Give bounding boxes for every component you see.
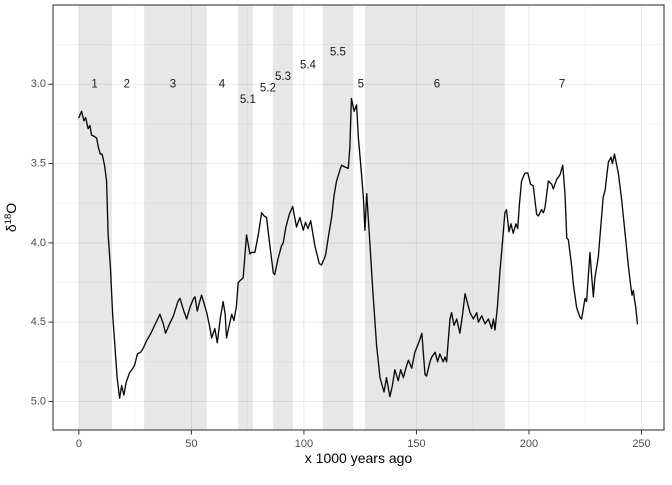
stage-label-4: 4 [219, 78, 226, 90]
stage-label-7: 7 [559, 78, 565, 90]
y-tick-label: 4.0 [31, 237, 46, 249]
panel-border [52, 4, 665, 431]
x-tick-label: 200 [520, 438, 538, 450]
x-tick-label: 250 [632, 438, 650, 450]
y-tick-label: 5.0 [31, 395, 46, 407]
stage-label-5.4: 5.4 [300, 59, 317, 71]
mis-band-5.3 [272, 5, 293, 430]
mis-band-3 [144, 5, 207, 430]
x-tick-label: 0 [76, 438, 82, 450]
mis-band-1 [78, 5, 112, 430]
stage-label-2: 2 [124, 78, 130, 90]
stage-label-5.1: 5.1 [240, 94, 256, 106]
y-tick-label: 3.0 [31, 78, 46, 90]
x-tick-label: 100 [295, 438, 313, 450]
mis-band-5.1 [237, 5, 253, 430]
stage-label-5.2: 5.2 [260, 82, 276, 94]
x-tick-label: 50 [185, 438, 197, 450]
y-tick-label: 3.5 [31, 157, 46, 169]
stage-label-5.5: 5.5 [330, 47, 346, 59]
stage-label-1: 1 [91, 78, 97, 90]
stage-label-5.3: 5.3 [275, 71, 291, 83]
y-tick-label: 4.5 [31, 316, 46, 328]
mis-band-6 [364, 5, 505, 430]
stage-label-5: 5 [358, 78, 364, 90]
d18o-curve [78, 97, 639, 399]
x-tick-label: 150 [407, 438, 425, 450]
x-axis-title: x 1000 years ago [305, 450, 413, 466]
stage-label-6: 6 [434, 78, 440, 90]
mis-band-5.5 [322, 5, 354, 430]
y-axis-title: δ18O [3, 203, 19, 232]
stage-label-3: 3 [170, 78, 176, 90]
